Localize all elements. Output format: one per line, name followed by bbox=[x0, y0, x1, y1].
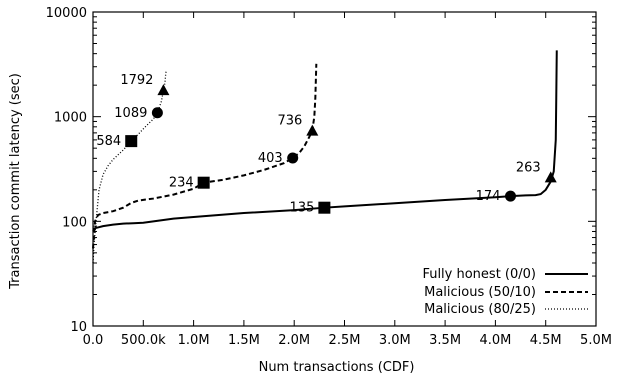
x-axis-title: Num transactions (CDF) bbox=[259, 360, 415, 375]
milestone-label: 263 bbox=[516, 160, 541, 175]
x-tick-label: 1.5M bbox=[228, 333, 260, 348]
y-tick-label: 10000 bbox=[46, 6, 87, 21]
milestone-markers bbox=[125, 84, 557, 214]
x-tick-label: 4.5M bbox=[530, 333, 562, 348]
x-tick-label: 1.0M bbox=[178, 333, 210, 348]
triangle-marker bbox=[544, 171, 557, 183]
y-tick-label: 10 bbox=[70, 320, 87, 335]
x-tick-label: 3.0M bbox=[379, 333, 411, 348]
legend-label: Malicious (80/25) bbox=[424, 302, 536, 317]
plot-lines bbox=[92, 50, 558, 264]
milestone-label: 736 bbox=[277, 114, 302, 129]
milestone-label: 1792 bbox=[120, 73, 153, 88]
x-tick-label: 2.0M bbox=[278, 333, 310, 348]
milestone-label: 234 bbox=[169, 176, 194, 191]
legend-label: Malicious (50/10) bbox=[424, 285, 536, 300]
series-line-1 bbox=[92, 50, 558, 233]
circle-marker bbox=[151, 107, 163, 119]
milestone-label: 403 bbox=[258, 151, 283, 166]
y-axis-title: Transaction commit latency (sec) bbox=[8, 73, 23, 290]
square-marker bbox=[125, 135, 138, 148]
x-tick-label: 2.5M bbox=[329, 333, 361, 348]
legend: Fully honest (0/0) Malicious (50/10) Malic… bbox=[422, 267, 588, 317]
x-tick-label: 0.0 bbox=[83, 333, 104, 348]
triangle-marker bbox=[157, 84, 170, 96]
circle-marker bbox=[287, 152, 299, 164]
milestone-label: 1089 bbox=[114, 106, 147, 121]
milestone-label: 174 bbox=[476, 189, 501, 204]
x-tick-label: 5.0M bbox=[580, 333, 612, 348]
square-marker bbox=[318, 201, 331, 214]
y-tick-label: 1000 bbox=[54, 111, 87, 126]
x-tick-label: 3.5M bbox=[429, 333, 461, 348]
milestone-label: 584 bbox=[96, 134, 121, 149]
milestone-labels: 135 174 263 234 403 736 584 1089 1792 bbox=[96, 73, 540, 216]
circle-marker bbox=[504, 190, 516, 202]
series-line-3 bbox=[92, 69, 167, 264]
series-line-2 bbox=[92, 63, 318, 249]
axes: 0.0 500.0k 1.0M 1.5M 2.0M 2.5M 3.0M 3.5M 4.0M 4.5… bbox=[8, 6, 612, 375]
legend-label: Fully honest (0/0) bbox=[422, 267, 536, 282]
x-tick-label: 4.0M bbox=[479, 333, 511, 348]
y-tick-label: 100 bbox=[62, 215, 87, 230]
square-marker bbox=[197, 176, 210, 189]
triangle-marker bbox=[306, 124, 319, 136]
milestone-label: 135 bbox=[290, 201, 315, 216]
x-tick-label: 500.0k bbox=[121, 333, 166, 348]
